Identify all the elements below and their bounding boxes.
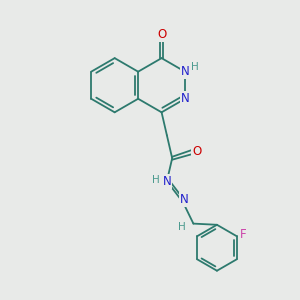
Text: O: O [192, 145, 202, 158]
Text: H: H [191, 62, 199, 72]
Text: N: N [163, 175, 171, 188]
Text: N: N [181, 92, 189, 105]
Text: N: N [180, 193, 189, 206]
Text: N: N [181, 65, 189, 78]
Text: O: O [157, 28, 166, 41]
Text: F: F [240, 228, 247, 241]
Text: H: H [178, 222, 186, 232]
Text: H: H [152, 175, 160, 185]
